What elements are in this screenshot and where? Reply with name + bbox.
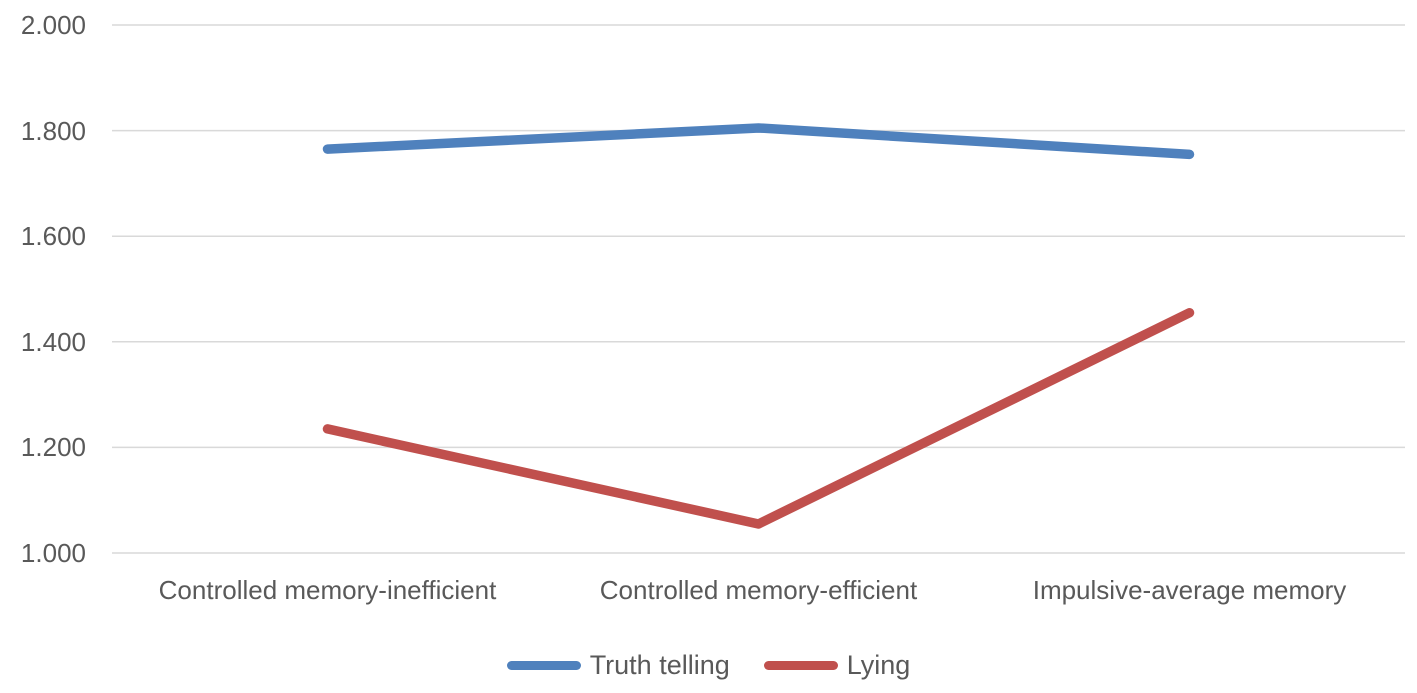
legend-item-lying: Lying	[763, 646, 911, 684]
y-axis-tick-label: 2.000	[20, 10, 86, 40]
legend-line-swatch	[506, 660, 581, 670]
y-axis-tick-label: 1.600	[20, 221, 86, 252]
x-axis-category-label: Controlled memory-inefficient	[158, 575, 497, 605]
y-axis-tick-label: 1.000	[20, 538, 86, 568]
legend-label: Lying	[846, 650, 911, 680]
legend: Truth telling Lying	[0, 646, 1417, 684]
legend-label: Truth telling	[589, 650, 730, 680]
legend-line-swatch	[763, 660, 838, 670]
y-axis-tick-label: 1.800	[20, 115, 86, 146]
y-axis-tick-label: 1.200	[20, 432, 86, 463]
series-line-lying	[322, 308, 1195, 529]
x-axis-category-label: Impulsive-average memory	[1032, 575, 1347, 605]
series-line-truth-telling	[322, 123, 1195, 160]
legend-item-truth-telling: Truth telling	[506, 646, 730, 684]
y-axis-tick-label: 1.400	[20, 326, 86, 357]
x-axis-category-label: Controlled memory-efficient	[599, 575, 918, 605]
